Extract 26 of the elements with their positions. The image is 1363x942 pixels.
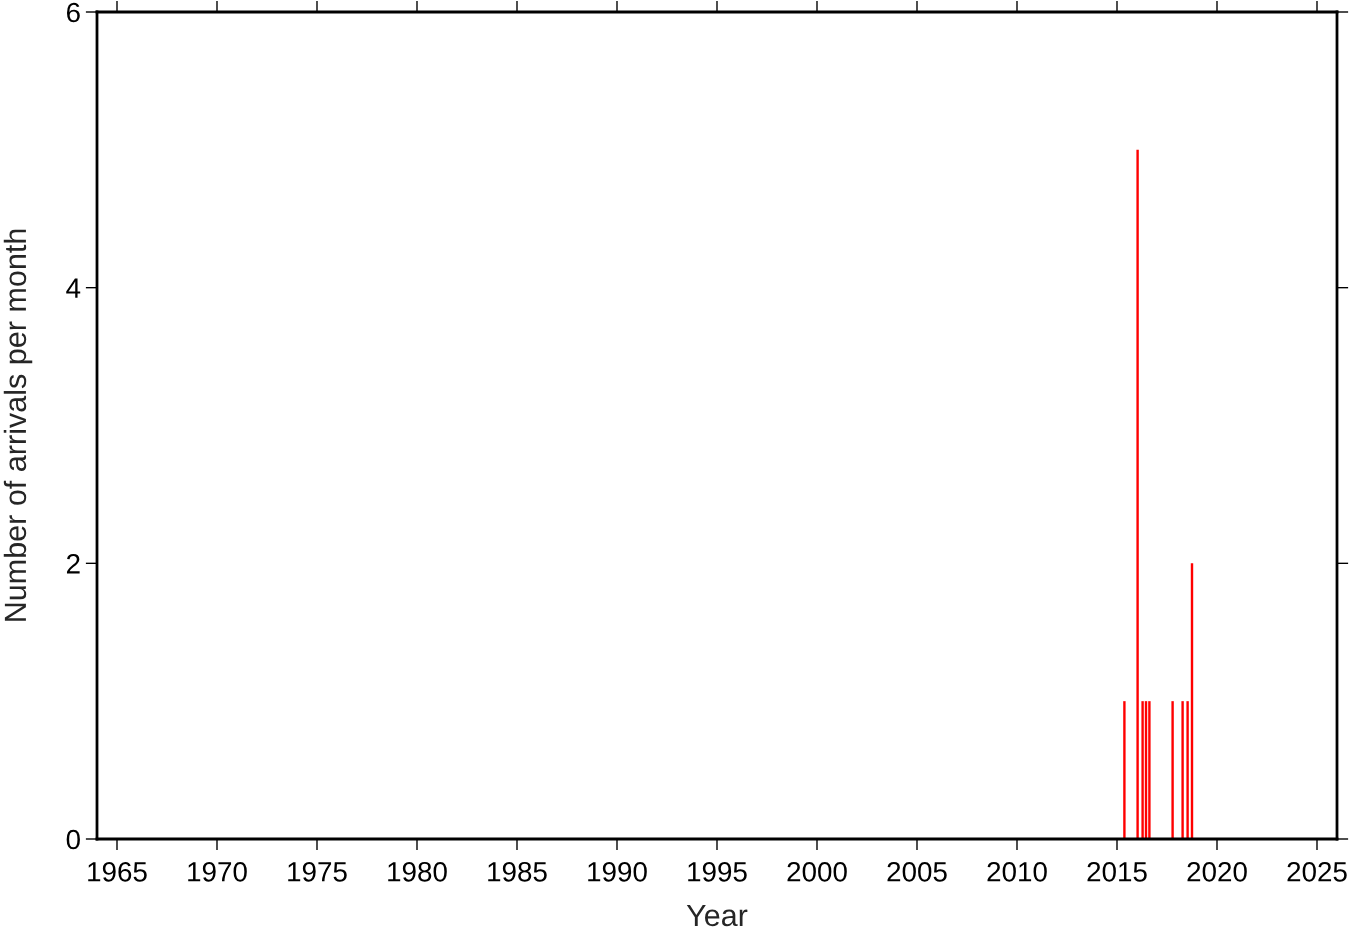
x-tick-label: 1965 <box>88 861 147 882</box>
x-tick-label: 2020 <box>1187 861 1247 882</box>
bar <box>1141 701 1144 839</box>
x-tick-label: 1995 <box>688 861 747 882</box>
y-tick-label: 6 <box>66 2 80 23</box>
bar <box>1136 149 1139 839</box>
bar <box>1123 701 1126 839</box>
bar <box>1171 701 1174 839</box>
bar <box>1186 701 1189 839</box>
y-tick-label: 4 <box>66 278 81 298</box>
x-tick-label: 2015 <box>1087 861 1147 882</box>
x-tick-label: 1975 <box>288 861 347 882</box>
y-tick-label: 2 <box>66 554 80 574</box>
x-tick-label: 2025 <box>1287 861 1347 882</box>
x-tick-label: 2005 <box>887 861 947 882</box>
x-axis-title: Year <box>686 904 748 927</box>
x-tick-label: 1970 <box>188 861 247 882</box>
x-tick-label: 1985 <box>488 861 547 882</box>
bar <box>1181 701 1184 839</box>
x-tick-label: 1990 <box>588 861 647 882</box>
x-tick-label: 1980 <box>388 861 447 882</box>
x-tick-label: 2010 <box>987 861 1047 882</box>
bar <box>1148 701 1151 839</box>
y-tick-label: 0 <box>66 829 80 850</box>
x-tick-label: 2000 <box>787 861 847 882</box>
y-axis-title: Number of arrivals per month <box>3 229 33 621</box>
